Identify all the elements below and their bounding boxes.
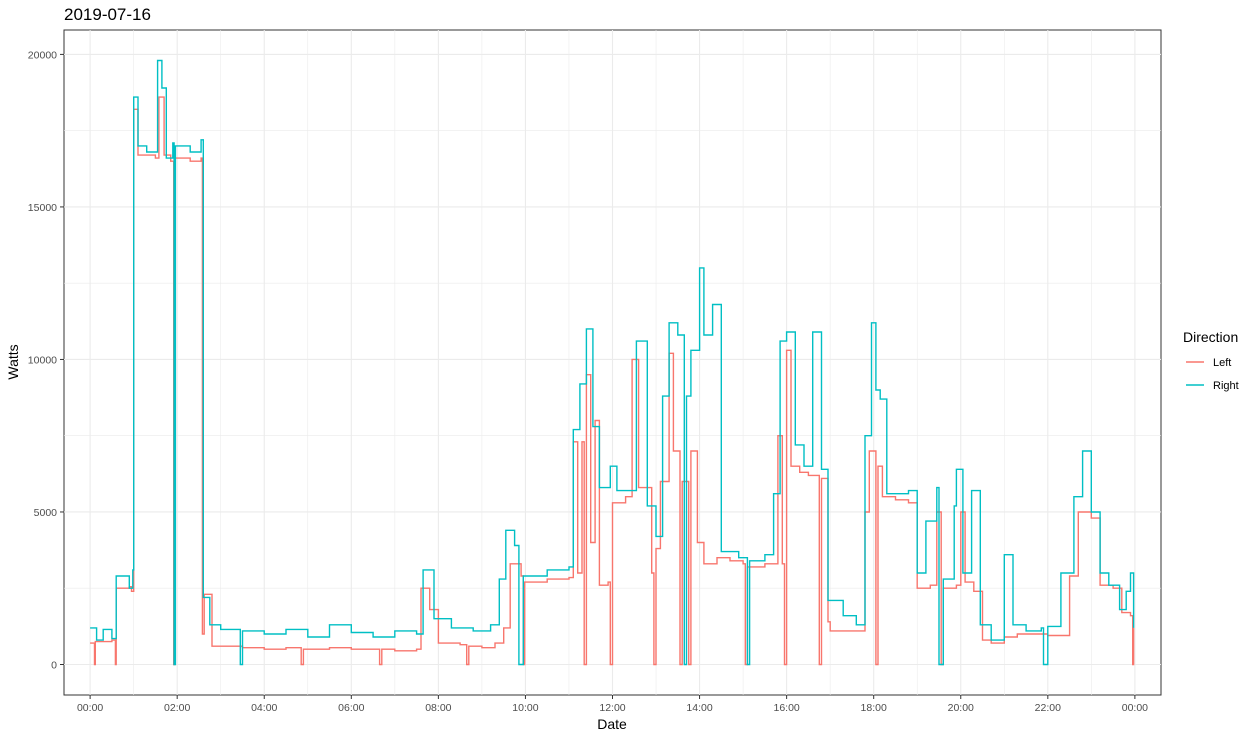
x-tick-label: 00:00 (77, 702, 103, 714)
series-line-left (90, 96, 1135, 666)
y-tick-label: 15000 (28, 202, 57, 214)
x-axis-title: Date (597, 716, 627, 732)
chart-title: 2019-07-16 (64, 5, 151, 24)
x-tick-label: 02:00 (164, 702, 190, 714)
legend-title: Direction (1183, 329, 1238, 345)
x-tick-label: 16:00 (773, 702, 799, 714)
x-tick-label: 12:00 (599, 702, 625, 714)
x-tick-label: 06:00 (338, 702, 364, 714)
y-tick-label: 20000 (28, 49, 57, 61)
y-tick-label: 0 (51, 659, 57, 671)
y-tick-label: 5000 (34, 507, 58, 519)
legend-label-left: Left (1213, 357, 1231, 369)
x-tick-label: 08:00 (425, 702, 451, 714)
x-tick-label: 20:00 (948, 702, 974, 714)
x-tick-label: 14:00 (686, 702, 712, 714)
legend: Direction Left Right (1183, 329, 1239, 392)
series-layer (90, 59, 1135, 666)
x-tick-label: 10:00 (512, 702, 538, 714)
x-tick-label: 04:00 (251, 702, 277, 714)
y-axis-title: Watts (5, 344, 21, 379)
x-axis: 00:00 02:00 04:00 06:00 08:00 10:00 12:00 14:00… (77, 695, 1148, 714)
y-tick-label: 10000 (28, 354, 57, 366)
x-tick-label: 18:00 (861, 702, 887, 714)
series-line-right (90, 59, 1135, 666)
x-tick-label: 00:00 (1122, 702, 1148, 714)
legend-label-right: Right (1213, 380, 1239, 392)
y-axis: 0 5000 10000 15000 20000 (28, 49, 64, 671)
x-tick-label: 22:00 (1035, 702, 1061, 714)
